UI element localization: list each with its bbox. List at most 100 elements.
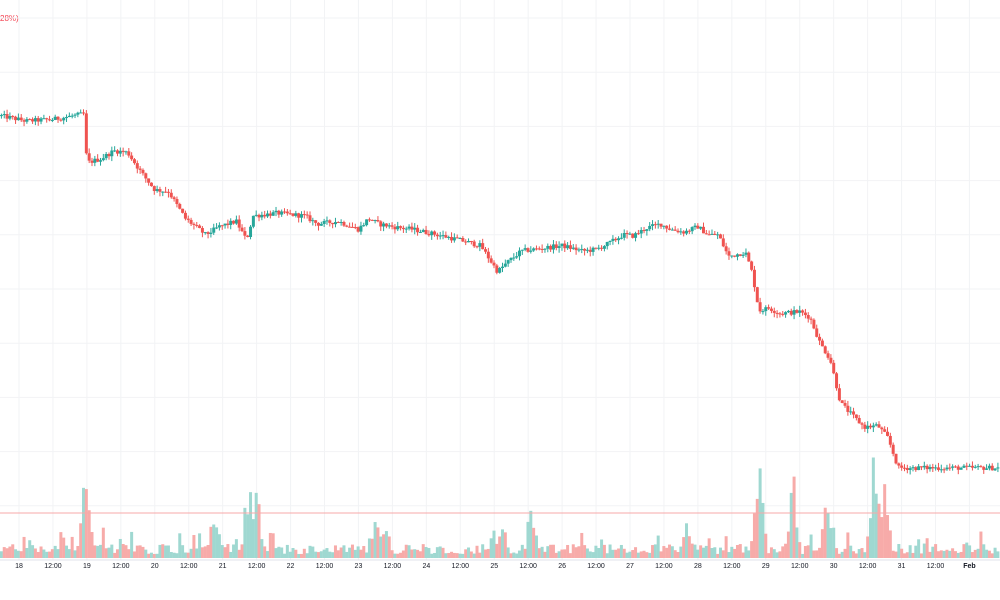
volume-bar-down (820, 529, 824, 558)
volume-bar-up (685, 523, 689, 558)
x-tick-label: 29 (762, 563, 770, 570)
candle-down (433, 231, 437, 235)
candle-down (665, 225, 669, 229)
volume-bar-down (226, 544, 230, 558)
volume-bar-down (687, 536, 691, 558)
volume-bar-up (840, 551, 844, 558)
volume-bar-down (888, 530, 892, 558)
volume-bar-up (96, 545, 100, 558)
volume-bar-down (333, 545, 337, 558)
candle-down (152, 186, 156, 192)
volume-bar-down (631, 550, 635, 558)
candle-down (568, 245, 572, 249)
volume-bar-up (166, 545, 170, 558)
volume-bar-up (232, 544, 236, 558)
volume-bar-down (699, 545, 703, 558)
volume-bar-up (829, 528, 833, 558)
candle-down (583, 248, 587, 251)
volume-bar-down (115, 549, 119, 558)
volume-bar-up (274, 548, 278, 558)
volume-bar-down (673, 550, 677, 558)
volume-bar-up (526, 521, 530, 558)
volume-bar-down (987, 550, 991, 558)
candle-up (2, 114, 6, 116)
candle-down (820, 340, 824, 347)
volume-bar-down (837, 553, 841, 558)
candle-down (305, 214, 309, 216)
volume-bar-down (161, 544, 165, 558)
volume-bar-up (517, 550, 521, 558)
volume-bar-up (189, 548, 193, 558)
volume-bar-up (234, 539, 238, 558)
candle-down (803, 312, 807, 316)
candle-up (792, 310, 796, 315)
candle-up (325, 220, 329, 222)
candle-down (953, 466, 957, 468)
candle-down (659, 223, 663, 227)
candle-down (832, 362, 836, 374)
candle-up (16, 117, 20, 121)
candle-down (263, 214, 267, 217)
candle-down (755, 287, 759, 303)
candle-down (919, 466, 923, 468)
volume-bar-up (181, 545, 185, 558)
volume-bar-up (149, 552, 153, 558)
candle-up (79, 112, 83, 114)
candle-down (206, 232, 210, 234)
candle-up (917, 466, 921, 471)
candle-down (727, 251, 731, 256)
volume-bar-down (469, 551, 473, 558)
candle-up (76, 112, 80, 115)
candle-down (107, 154, 111, 157)
candle-down (158, 189, 162, 192)
candle-up (438, 235, 442, 237)
volume-bar-up (45, 551, 49, 558)
candle-down (631, 233, 635, 238)
volume-bar-up (217, 534, 221, 558)
volume-bar-up (254, 492, 258, 558)
volume-bar-up (696, 549, 700, 558)
volume-bar-down (382, 534, 386, 558)
volume-bar-down (299, 553, 303, 558)
volume-bar-up (679, 546, 683, 558)
volume-bar-down (421, 544, 425, 558)
volume-bar-down (62, 537, 66, 558)
x-tick-label: 12:00 (452, 563, 470, 570)
volume-bar-down (945, 549, 949, 558)
candle-up (430, 231, 434, 236)
candle-down (772, 310, 776, 313)
volume-bar-down (806, 545, 810, 558)
candle-down (894, 453, 898, 464)
candle-up (577, 249, 581, 251)
volume-bar-down (203, 546, 207, 558)
candle-down (166, 191, 170, 193)
candle-down (860, 423, 864, 425)
candle-up (98, 160, 102, 162)
volume-bar-up (931, 546, 935, 558)
volume-bar-down (418, 551, 422, 558)
volume-bar-up (328, 551, 332, 558)
candle-down (936, 467, 940, 470)
volume-bar-down (101, 527, 105, 558)
volume-bar-up (444, 553, 448, 558)
candle-up (249, 226, 253, 237)
volume-bar-up (863, 552, 867, 558)
volume-bar-up (67, 549, 71, 558)
volume-bar-down (583, 545, 587, 558)
volume-bar-up (727, 552, 731, 558)
candle-down (721, 238, 725, 247)
volume-bar-down (936, 551, 940, 558)
candle-up (571, 247, 575, 249)
volume-bar-down (752, 513, 756, 558)
candle-up (373, 220, 377, 222)
volume-bar-down (93, 545, 97, 558)
volume-bar-down (617, 548, 621, 558)
volume-bar-up (605, 553, 609, 558)
candle-up (939, 469, 943, 471)
candle-down (181, 208, 185, 213)
candle-up (113, 150, 117, 152)
candle-up (418, 232, 422, 234)
volume-bar-up (331, 552, 335, 558)
candle-down (594, 247, 598, 249)
